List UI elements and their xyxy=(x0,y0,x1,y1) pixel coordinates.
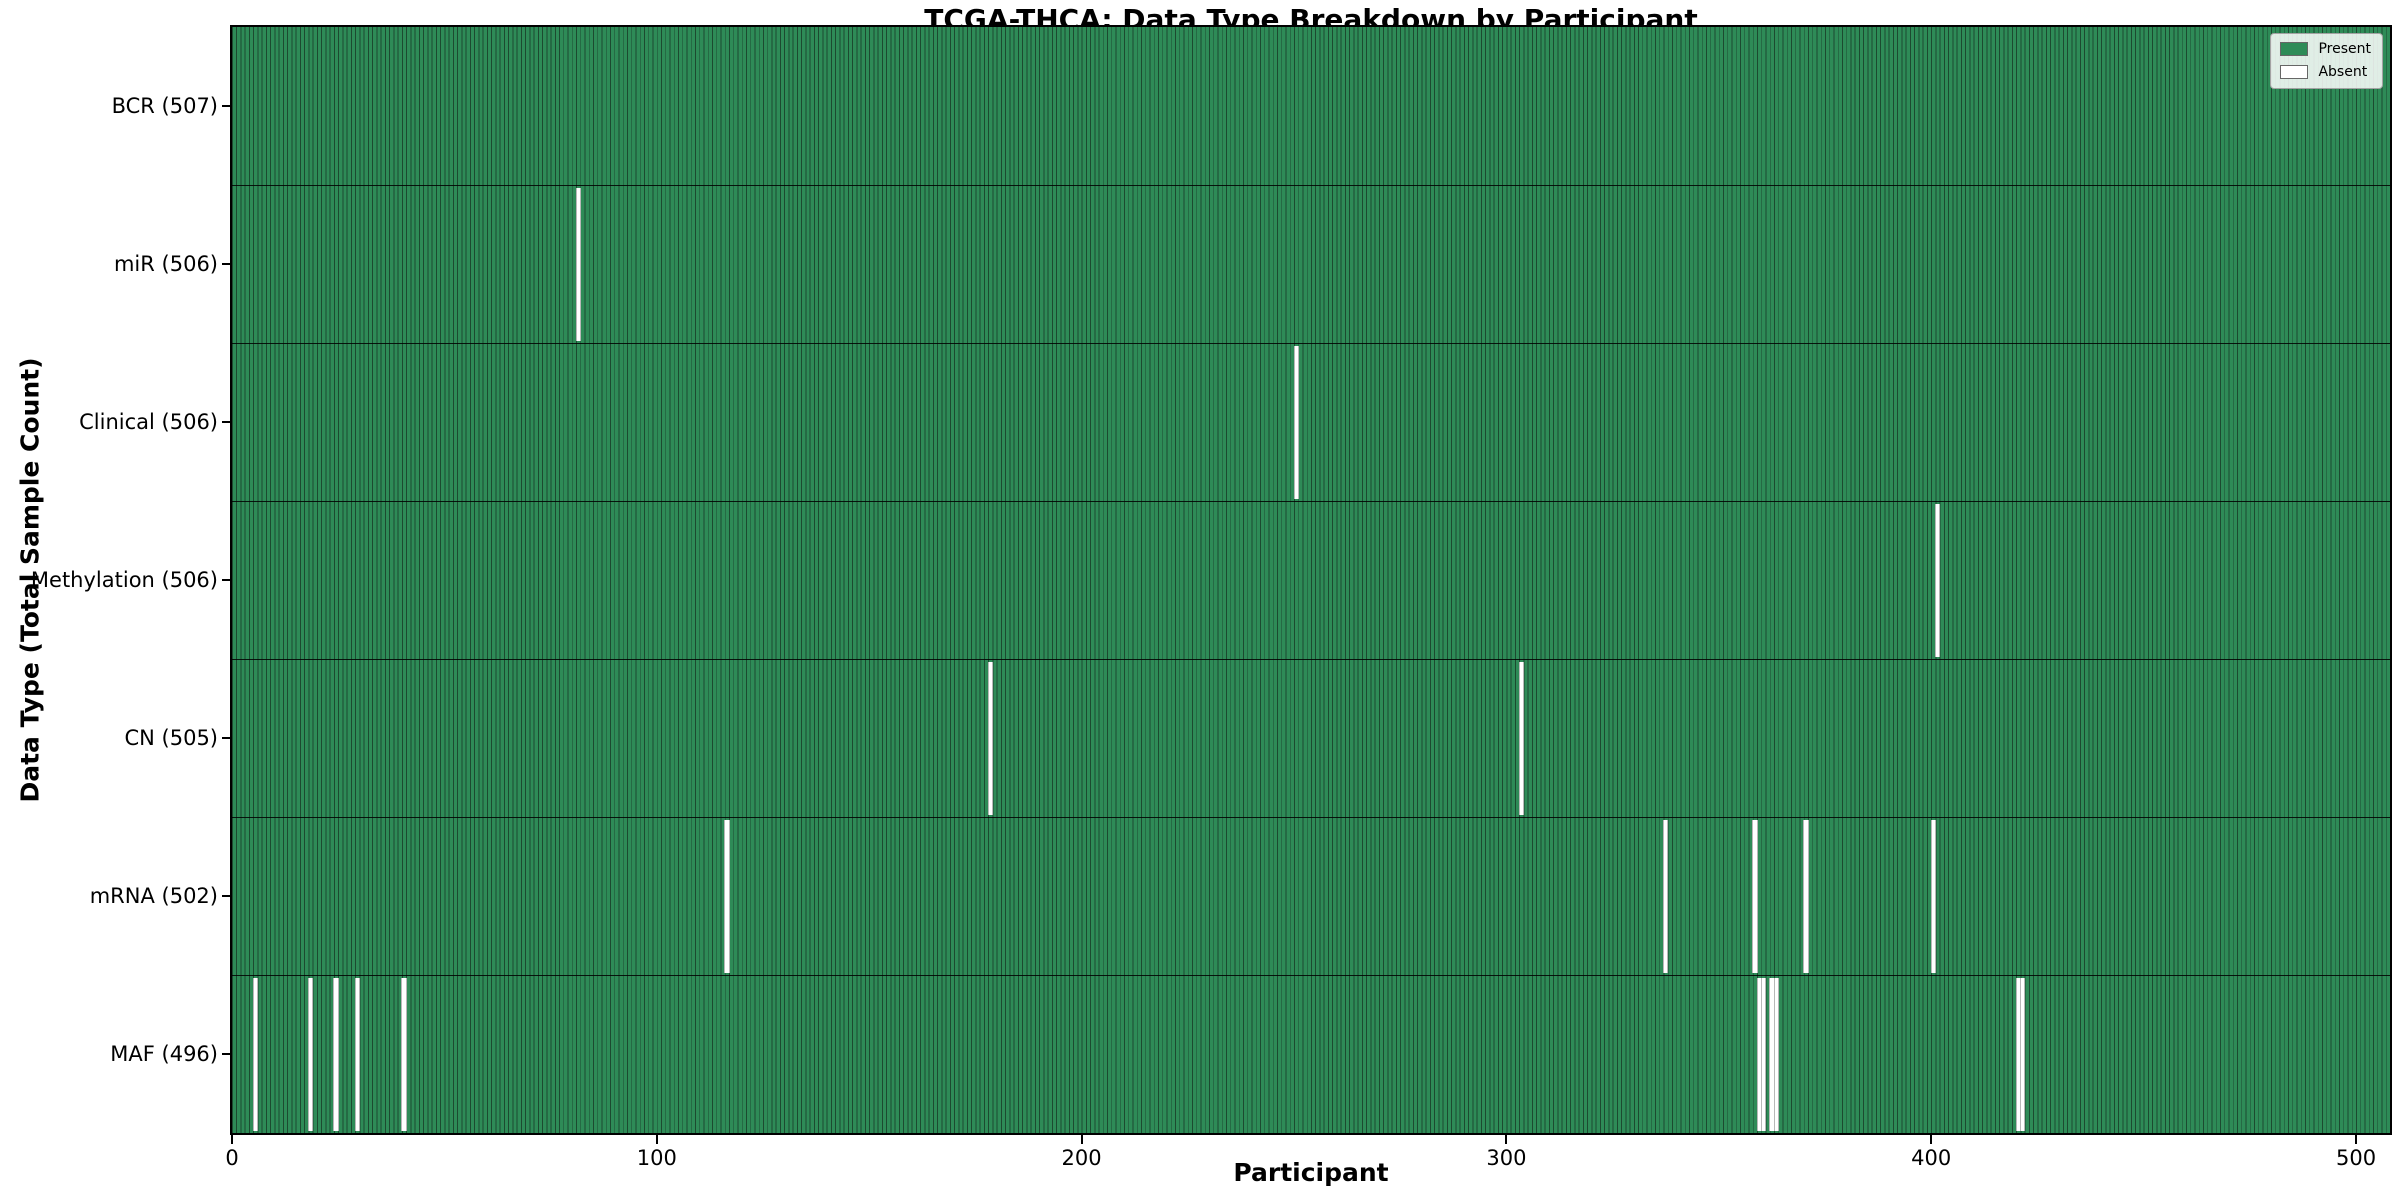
absent-bar xyxy=(1663,820,1669,973)
absent-bar xyxy=(1934,504,1941,657)
row-mir xyxy=(232,185,2390,343)
legend-item-present: Present xyxy=(2280,41,2371,57)
y-tick-label-clinical: Clinical (506) xyxy=(79,410,218,434)
absent-bar xyxy=(252,978,258,1131)
absent-bar xyxy=(354,978,360,1131)
y-tick-mark xyxy=(222,737,231,739)
absent-bar xyxy=(333,978,339,1131)
absent-bar xyxy=(1760,978,1767,1131)
legend-label-present: Present xyxy=(2318,41,2371,57)
legend-label-absent: Absent xyxy=(2318,64,2368,80)
row-bcr xyxy=(232,27,2390,185)
absent-bar xyxy=(1930,820,1936,973)
absent-bar xyxy=(1752,820,1758,973)
x-tick-label-0: 0 xyxy=(225,1146,239,1170)
y-tick-mark xyxy=(222,421,231,423)
row-cn xyxy=(232,659,2390,817)
absent-swatch-icon xyxy=(2280,65,2309,79)
y-tick-mark xyxy=(222,1053,231,1055)
legend: Present Absent xyxy=(2270,33,2383,89)
x-tick-label-100: 100 xyxy=(636,1146,677,1170)
absent-bar xyxy=(575,188,581,341)
x-tick-mark xyxy=(231,1135,233,1144)
x-tick-mark xyxy=(1930,1135,1933,1144)
row-clinical xyxy=(232,343,2390,501)
plot-area xyxy=(232,27,2390,1133)
x-tick-mark xyxy=(1505,1135,1508,1144)
absent-bar xyxy=(1803,820,1809,973)
y-tick-mark xyxy=(222,579,231,581)
y-tick-label-maf: MAF (496) xyxy=(110,1042,218,1066)
x-tick-label-400: 400 xyxy=(1911,1146,1952,1170)
absent-bar xyxy=(2019,978,2026,1131)
x-tick-mark xyxy=(655,1135,658,1144)
absent-bar xyxy=(1293,346,1299,499)
x-axis-label: Participant xyxy=(1233,1158,1389,1187)
absent-bar xyxy=(987,662,993,815)
row-methylation xyxy=(232,501,2390,659)
x-tick-mark xyxy=(2355,1135,2358,1144)
absent-bar xyxy=(724,820,730,973)
x-tick-label-500: 500 xyxy=(2335,1146,2377,1170)
legend-item-absent: Absent xyxy=(2280,64,2371,80)
present-swatch-icon xyxy=(2280,42,2309,56)
y-tick-label-bcr: BCR (507) xyxy=(111,94,218,118)
y-tick-label-cn: CN (505) xyxy=(124,726,218,750)
y-tick-mark xyxy=(222,895,231,897)
x-tick-label-300: 300 xyxy=(1486,1146,1527,1170)
absent-bar xyxy=(307,978,314,1131)
y-tick-label-mir: miR (506) xyxy=(113,252,218,276)
y-tick-label-mrna: mRNA (502) xyxy=(89,884,218,908)
y-tick-label-methylation: Methylation (506) xyxy=(30,568,218,592)
absent-bar xyxy=(1518,662,1524,815)
row-maf xyxy=(232,975,2390,1133)
row-mrna xyxy=(232,817,2390,975)
y-tick-mark xyxy=(222,263,231,265)
absent-bar xyxy=(1773,978,1779,1131)
absent-bar xyxy=(401,978,407,1131)
x-tick-label-200: 200 xyxy=(1061,1146,1102,1170)
x-tick-mark xyxy=(1080,1135,1083,1144)
y-tick-mark xyxy=(222,105,231,107)
